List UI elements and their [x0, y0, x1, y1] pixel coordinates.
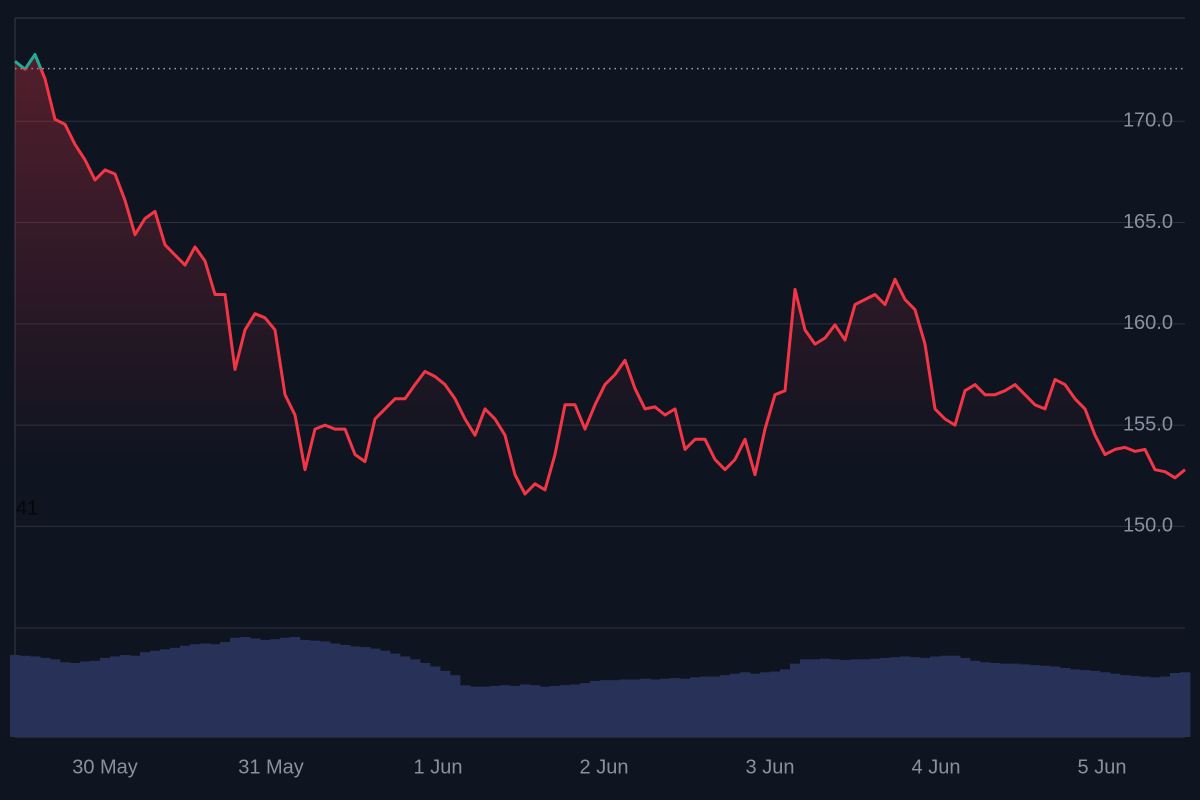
y-tick-label: 155.0: [1123, 413, 1173, 435]
left-label: 41: [16, 497, 38, 519]
x-tick-label: 1 Jun: [414, 756, 463, 778]
x-tick-label: 31 May: [238, 756, 304, 778]
y-tick-label: 170.0: [1123, 110, 1173, 132]
x-tick-label: 30 May: [72, 756, 138, 778]
x-tick-label: 3 Jun: [746, 756, 795, 778]
x-tick-label: 2 Jun: [580, 756, 629, 778]
x-tick-label: 5 Jun: [1078, 756, 1127, 778]
y-tick-label: 160.0: [1123, 312, 1173, 334]
volume-bar: [1180, 672, 1191, 737]
price-line: [14, 53, 1186, 496]
y-tick-label: 165.0: [1123, 211, 1173, 233]
x-tick-label: 4 Jun: [912, 756, 961, 778]
